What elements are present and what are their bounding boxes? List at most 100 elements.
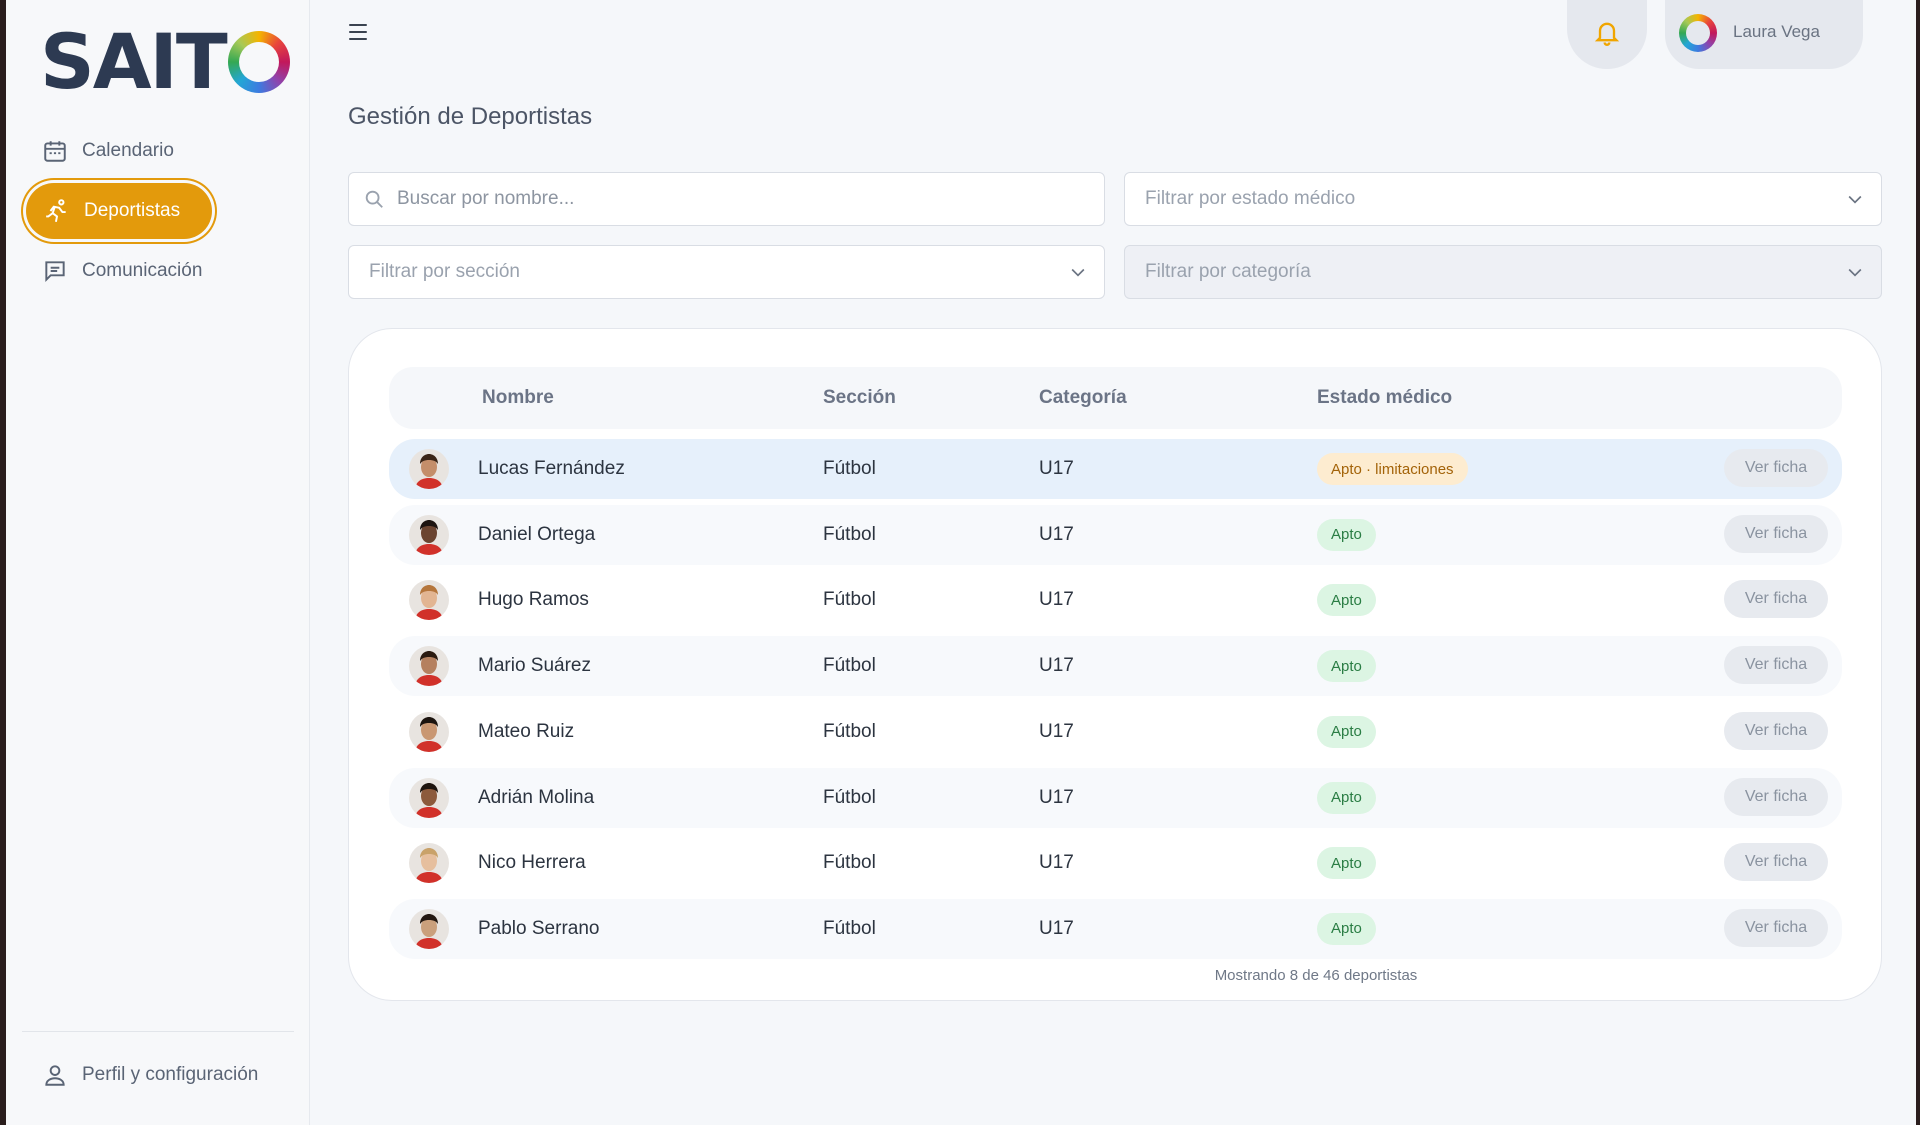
bell-icon: [1594, 22, 1620, 46]
athlete-avatar: [409, 646, 449, 687]
view-profile-button[interactable]: Ver ficha: [1724, 711, 1828, 750]
window-edge-right: [1916, 0, 1920, 1125]
message-icon: [45, 261, 65, 283]
select-placeholder: Filtrar por estado médico: [1145, 188, 1356, 209]
athlete-category: U17: [1039, 458, 1074, 479]
athlete-avatar: [409, 908, 449, 949]
athlete-category: U17: [1039, 917, 1074, 939]
window-edge-left: [0, 0, 6, 1125]
sidebar-item-comunicacion[interactable]: Comunicación: [20, 246, 290, 296]
sidebar-item-perfil[interactable]: Perfil y configuración: [42, 1062, 258, 1088]
athlete-section: Fútbol: [823, 786, 876, 808]
status-badge: Apto: [1317, 715, 1376, 748]
sidebar-item-label: Perfil y configuración: [82, 1064, 259, 1085]
view-profile-button[interactable]: Ver ficha: [1724, 514, 1828, 553]
view-profile-button[interactable]: Ver ficha: [1724, 580, 1828, 619]
view-profile-button[interactable]: Ver ficha: [1724, 908, 1828, 947]
status-badge: Apto: [1317, 584, 1376, 617]
table-header: Nombre Sección Categoría Estado médico: [389, 367, 1842, 429]
view-profile-button[interactable]: Ver ficha: [1724, 449, 1828, 487]
athlete-name: Daniel Ortega: [478, 523, 596, 545]
table-row[interactable]: Lucas Fernández Fútbol U17 Apto · limitacio…: [389, 439, 1842, 499]
athlete-name: Hugo Ramos: [478, 589, 589, 611]
chevron-down-icon: [1848, 268, 1862, 277]
avatar: [1679, 13, 1717, 52]
view-profile-button[interactable]: Ver ficha: [1724, 843, 1828, 882]
sidebar-item-calendario[interactable]: Calendario: [20, 126, 290, 176]
table-row[interactable]: Hugo Ramos Fútbol U17 Apto Ver ficha: [389, 570, 1842, 631]
sidebar: SAIT Calendario Deportistas Comunicación…: [6, 0, 310, 1125]
athlete-avatar: [409, 514, 449, 555]
table-row[interactable]: Nico Herrera Fútbol U17 Apto Ver ficha: [389, 833, 1842, 894]
sidebar-item-label: Calendario: [82, 140, 174, 161]
athlete-category: U17: [1039, 589, 1074, 611]
athlete-category: U17: [1039, 655, 1074, 677]
search-icon: [365, 190, 383, 208]
sidebar-item-deportistas[interactable]: Deportistas: [26, 183, 212, 239]
notifications-button[interactable]: [1567, 0, 1647, 69]
athlete-avatar: [409, 580, 449, 621]
sidebar-item-label: Deportistas: [84, 200, 181, 221]
athlete-avatar: [409, 711, 449, 752]
user-icon: [45, 1065, 65, 1086]
view-profile-button[interactable]: Ver ficha: [1724, 646, 1828, 685]
header-section[interactable]: Sección: [823, 387, 896, 408]
athlete-avatar: [409, 843, 449, 884]
logo-ring-icon: [227, 31, 290, 93]
table-row[interactable]: Pablo Serrano Fútbol U17 Apto Ver ficha: [389, 898, 1842, 959]
athlete-section: Fútbol: [823, 720, 876, 742]
runner-icon: [46, 199, 66, 223]
athlete-section: Fútbol: [823, 589, 876, 611]
medical-status-select[interactable]: Filtrar por estado médico: [1124, 172, 1882, 226]
table-row[interactable]: Daniel Ortega Fútbol U17 Apto Ver ficha: [389, 504, 1842, 565]
calendar-icon: [44, 141, 66, 162]
results-count: Mostrando 8 de 46 deportistas: [1214, 967, 1418, 984]
search-field[interactable]: [348, 172, 1105, 226]
athlete-name: Mateo Ruiz: [478, 720, 575, 742]
status-badge: Apto: [1317, 912, 1376, 945]
athlete-name: Pablo Serrano: [478, 917, 600, 939]
user-menu-button[interactable]: Laura Vega: [1665, 0, 1863, 69]
header-category[interactable]: Categoría: [1039, 387, 1127, 408]
header-name[interactable]: Nombre: [482, 387, 554, 408]
athlete-category: U17: [1039, 852, 1074, 874]
saito-logo: SAIT: [40, 17, 290, 106]
athlete-section: Fútbol: [823, 917, 876, 939]
view-profile-button[interactable]: Ver ficha: [1724, 777, 1828, 816]
status-badge: Apto: [1317, 781, 1376, 814]
athlete-section: Fútbol: [823, 852, 876, 874]
select-placeholder: Filtrar por sección: [369, 261, 520, 282]
athlete-section: Fútbol: [823, 523, 876, 545]
athlete-avatar: [409, 449, 449, 489]
category-select[interactable]: Filtrar por categoría: [1124, 245, 1882, 299]
sidebar-item-label: Comunicación: [82, 260, 203, 281]
athlete-category: U17: [1039, 786, 1074, 808]
search-input[interactable]: [397, 188, 1077, 210]
sidebar-divider: [22, 1031, 294, 1032]
athlete-category: U17: [1039, 720, 1074, 742]
athlete-name: Mario Suárez: [478, 655, 591, 677]
athlete-avatar: [409, 777, 449, 818]
status-badge: Apto · limitaciones: [1317, 453, 1468, 485]
status-badge: Apto: [1317, 847, 1376, 880]
user-name: Laura Vega: [1733, 21, 1820, 41]
menu-toggle-button[interactable]: [346, 22, 370, 42]
table-row[interactable]: Adrián Molina Fútbol U17 Apto Ver ficha: [389, 767, 1842, 828]
athlete-name: Nico Herrera: [478, 852, 586, 874]
athlete-name: Lucas Fernández: [478, 458, 625, 479]
table-row[interactable]: Mateo Ruiz Fútbol U17 Apto Ver ficha: [389, 701, 1842, 762]
chevron-down-icon: [1848, 195, 1862, 204]
status-badge: Apto: [1317, 518, 1376, 551]
logo-text: SAIT: [40, 17, 228, 106]
athletes-table-card: Nombre Sección Categoría Estado médico L…: [348, 328, 1882, 1001]
status-badge: Apto: [1317, 650, 1376, 683]
athlete-section: Fútbol: [823, 458, 876, 479]
chevron-down-icon: [1071, 268, 1085, 277]
athlete-section: Fútbol: [823, 655, 876, 677]
section-select[interactable]: Filtrar por sección: [348, 245, 1105, 299]
table-row[interactable]: Mario Suárez Fútbol U17 Apto Ver ficha: [389, 636, 1842, 697]
header-medical[interactable]: Estado médico: [1317, 387, 1453, 408]
sidebar-nav: Calendario Deportistas Comunicación: [20, 126, 290, 303]
select-placeholder: Filtrar por categoría: [1145, 261, 1311, 282]
athlete-category: U17: [1039, 523, 1074, 545]
